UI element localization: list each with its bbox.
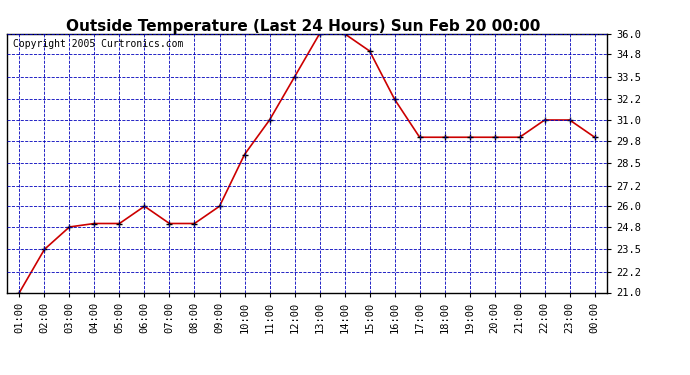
Text: Copyright 2005 Curtronics.com: Copyright 2005 Curtronics.com: [13, 39, 184, 49]
Text: Outside Temperature (Last 24 Hours) Sun Feb 20 00:00: Outside Temperature (Last 24 Hours) Sun …: [66, 19, 541, 34]
